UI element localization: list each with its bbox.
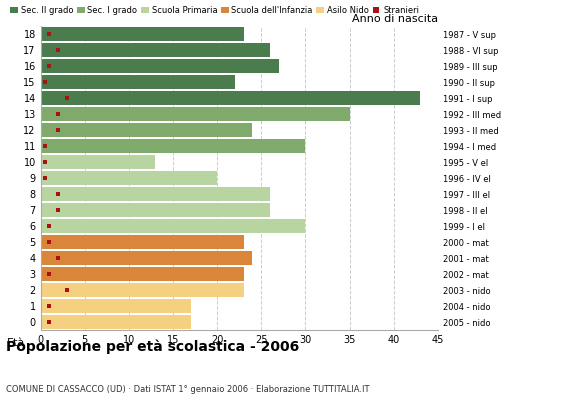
- Bar: [41, 188, 270, 200]
- Legend: Sec. II grado, Sec. I grado, Scuola Primaria, Scuola dell'Infanzia, Asilo Nido, : Sec. II grado, Sec. I grado, Scuola Prim…: [10, 6, 419, 15]
- Bar: [41, 156, 155, 168]
- Text: COMUNE DI CASSACCO (UD) · Dati ISTAT 1° gennaio 2006 · Elaborazione TUTTITALIA.I: COMUNE DI CASSACCO (UD) · Dati ISTAT 1° …: [6, 385, 369, 394]
- Bar: [41, 28, 244, 40]
- Bar: [41, 60, 279, 72]
- Bar: [41, 124, 252, 136]
- Bar: [41, 204, 270, 216]
- Bar: [41, 236, 244, 248]
- Text: Anno di nascita: Anno di nascita: [352, 14, 438, 24]
- Text: Popolazione per età scolastica - 2006: Popolazione per età scolastica - 2006: [6, 340, 299, 354]
- Bar: [41, 284, 244, 296]
- Text: Età: Età: [7, 338, 25, 348]
- Bar: [41, 316, 191, 328]
- Bar: [41, 140, 306, 152]
- Bar: [41, 44, 270, 56]
- Bar: [41, 268, 244, 280]
- Bar: [41, 252, 252, 264]
- Bar: [41, 300, 191, 312]
- Bar: [41, 76, 235, 88]
- Bar: [41, 92, 421, 104]
- Bar: [41, 220, 306, 232]
- Bar: [41, 172, 217, 184]
- Bar: [41, 108, 350, 120]
